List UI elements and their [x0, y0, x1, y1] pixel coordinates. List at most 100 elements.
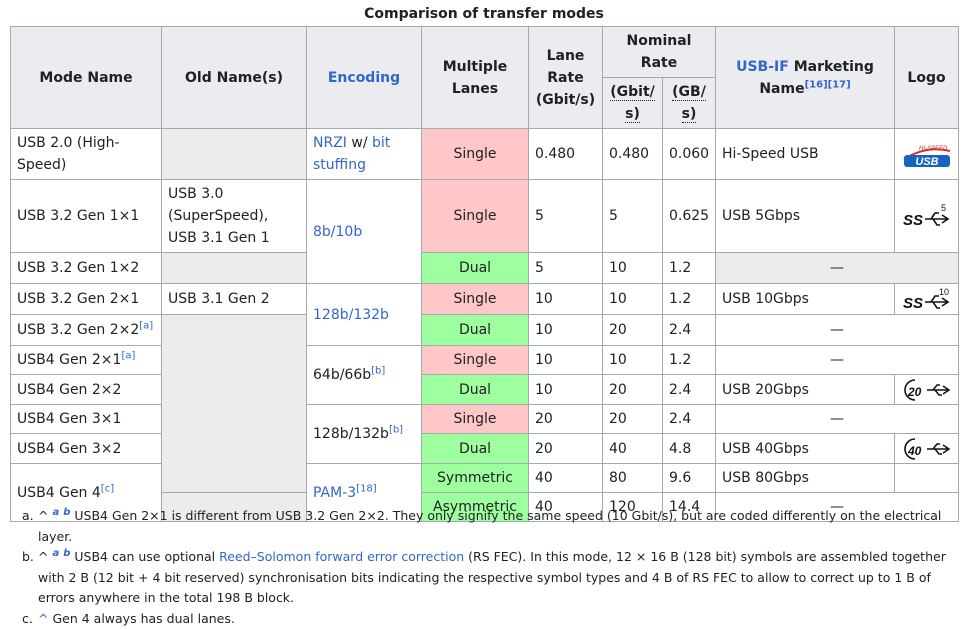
hi-speed-usb-logo-icon: HI-SPEED USB	[901, 139, 953, 169]
backref-b[interactable]: b	[63, 548, 70, 559]
usb-20gbps-logo-icon: 20	[901, 377, 953, 403]
gbit-cell: 80	[603, 464, 663, 493]
footnotes-list: a. ^ a b USB4 Gen 2×1 is different from …	[22, 506, 958, 629]
footnote-ref-c[interactable]: [c]	[101, 483, 114, 494]
header-lane-rate: Lane Rate (Gbit/s)	[529, 27, 603, 129]
gbit-cell: 20	[603, 315, 663, 346]
lane-rate-cell: 10	[529, 284, 603, 315]
marketing-cell: —	[716, 405, 959, 434]
marketing-cell: USB 5Gbps	[716, 180, 895, 253]
svg-text:SS: SS	[903, 212, 923, 229]
lanes-cell: Symmetric	[422, 464, 529, 493]
gb-cell: 1.2	[663, 346, 716, 375]
marketing-cell: USB 10Gbps	[716, 284, 895, 315]
encoding-cell[interactable]: 128b/132b	[307, 284, 422, 346]
lanes-cell: Single	[422, 405, 529, 434]
transfer-modes-table: Mode Name Old Name(s) Encoding Multiple …	[10, 26, 959, 522]
table-row: USB4 Gen 2×1[a] 64b/66b[b] Single 10 10 …	[11, 346, 959, 375]
logo-cell: 40	[895, 434, 959, 464]
superspeed-5-logo-icon: SS 5	[901, 201, 953, 231]
table-caption: Comparison of transfer modes	[10, 4, 958, 24]
gbit-cell: 10	[603, 346, 663, 375]
lane-rate-cell: 20	[529, 405, 603, 434]
usb-40gbps-logo-icon: 40	[901, 436, 953, 462]
old-name-cell	[162, 129, 307, 180]
old-name-cell	[162, 315, 307, 493]
gbit-cell: 10	[603, 284, 663, 315]
encoding-cell: 64b/66b[b]	[307, 346, 422, 405]
logo-cell: SS 10	[895, 284, 959, 315]
lane-rate-cell: 5	[529, 253, 603, 284]
table-row: USB 3.2 Gen 1×1 USB 3.0 (SuperSpeed), US…	[11, 180, 959, 253]
encoding-cell: 128b/132b[b]	[307, 405, 422, 464]
footnote-ref-a[interactable]: [a]	[139, 320, 153, 331]
logo-cell: HI-SPEED USB	[895, 129, 959, 180]
table-row: USB 3.2 Gen 2×1 USB 3.1 Gen 2 128b/132b …	[11, 284, 959, 315]
footnote-ref-a[interactable]: [a]	[121, 350, 135, 361]
lane-rate-cell: 0.480	[529, 129, 603, 180]
header-encoding[interactable]: Encoding	[307, 27, 422, 129]
backref-b[interactable]: b	[63, 507, 70, 518]
old-name-cell: USB 3.0 (SuperSpeed), USB 3.1 Gen 1	[162, 180, 307, 253]
marketing-cell: USB 20Gbps	[716, 375, 895, 405]
marketing-cell: USB 80Gbps	[716, 464, 895, 493]
gb-cell: 2.4	[663, 375, 716, 405]
svg-text:40: 40	[907, 444, 922, 458]
mode-cell: USB4 Gen 2×1[a]	[11, 346, 162, 375]
lane-rate-cell: 10	[529, 375, 603, 405]
usb-if-link[interactable]: USB-IF	[736, 59, 789, 75]
svg-text:10: 10	[939, 287, 949, 297]
lane-rate-cell: 5	[529, 180, 603, 253]
lanes-cell: Dual	[422, 375, 529, 405]
footnote-b: b. ^ a b USB4 can use optional Reed–Solo…	[38, 547, 958, 609]
gb-cell: 2.4	[663, 315, 716, 346]
marketing-refs[interactable]: [16][17]	[805, 79, 851, 90]
nrzi-link[interactable]: NRZI	[313, 135, 347, 151]
header-multiple-lanes: Multiple Lanes	[422, 27, 529, 129]
backref-c[interactable]: ^	[38, 611, 48, 626]
old-name-cell: USB 3.1 Gen 2	[162, 284, 307, 315]
header-gb-s: (GB/ s)	[663, 78, 716, 129]
gb-cell: 4.8	[663, 434, 716, 464]
gbit-cell: 0.480	[603, 129, 663, 180]
lanes-cell: Dual	[422, 434, 529, 464]
reed-solomon-link[interactable]: Reed–Solomon forward error correction	[219, 549, 464, 564]
logo-cell: 20	[895, 375, 959, 405]
encoding-cell[interactable]: 8b/10b	[307, 180, 422, 284]
reference-18[interactable]: [18]	[356, 483, 377, 494]
mode-cell: USB 3.2 Gen 2×2[a]	[11, 315, 162, 346]
table-row: USB4 Gen 3×2 Dual 20 40 4.8 USB 40Gbps 4…	[11, 434, 959, 464]
mode-cell: USB 2.0 (High-Speed)	[11, 129, 162, 180]
marketing-cell: Hi-Speed USB	[716, 129, 895, 180]
header-old-names: Old Name(s)	[162, 27, 307, 129]
table-row: USB4 Gen 3×1 128b/132b[b] Single 20 20 2…	[11, 405, 959, 434]
lane-rate-cell: 10	[529, 315, 603, 346]
backref-a[interactable]: a	[52, 548, 59, 559]
backref-a[interactable]: a	[52, 507, 59, 518]
table-row: USB 3.2 Gen 1×2 Dual 5 10 1.2 —	[11, 253, 959, 284]
logo-cell: SS 5	[895, 180, 959, 253]
table-row: USB4 Gen 2×2 Dual 10 20 2.4 USB 20Gbps 2…	[11, 375, 959, 405]
lane-rate-cell: 10	[529, 346, 603, 375]
lanes-cell: Dual	[422, 315, 529, 346]
lanes-cell: Single	[422, 346, 529, 375]
table-row: USB4 Gen 4[c] PAM-3[18] Symmetric 40 80 …	[11, 464, 959, 493]
gb-cell: 2.4	[663, 405, 716, 434]
lanes-cell: Dual	[422, 253, 529, 284]
header-logo: Logo	[895, 27, 959, 129]
encoding-cell: NRZI w/ bit stuffing	[307, 129, 422, 180]
encoding-sort-link[interactable]: Encoding	[328, 70, 400, 86]
gb-cell: 1.2	[663, 284, 716, 315]
marketing-cell: —	[716, 346, 959, 375]
mode-cell: USB 3.2 Gen 1×1	[11, 180, 162, 253]
old-name-cell	[162, 253, 307, 284]
footnote-ref-b[interactable]: [b]	[371, 365, 385, 376]
header-gbit-s: (Gbit/ s)	[603, 78, 663, 129]
marketing-cell: —	[716, 253, 959, 284]
footnote-ref-b[interactable]: [b]	[389, 424, 403, 435]
pam3-link[interactable]: PAM-3	[313, 485, 356, 501]
svg-text:5: 5	[941, 203, 946, 213]
svg-text:USB: USB	[915, 156, 938, 168]
marketing-cell: —	[716, 315, 959, 346]
gb-cell: 0.625	[663, 180, 716, 253]
